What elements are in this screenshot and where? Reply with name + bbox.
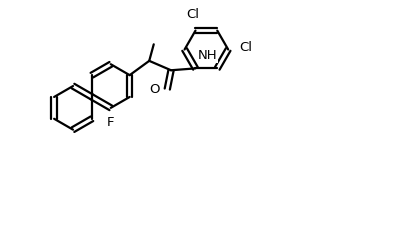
Text: Cl: Cl — [186, 8, 199, 21]
Text: O: O — [149, 83, 160, 96]
Text: F: F — [107, 116, 114, 129]
Text: Cl: Cl — [240, 41, 252, 54]
Text: F: F — [107, 116, 114, 129]
Text: NH: NH — [197, 49, 217, 62]
